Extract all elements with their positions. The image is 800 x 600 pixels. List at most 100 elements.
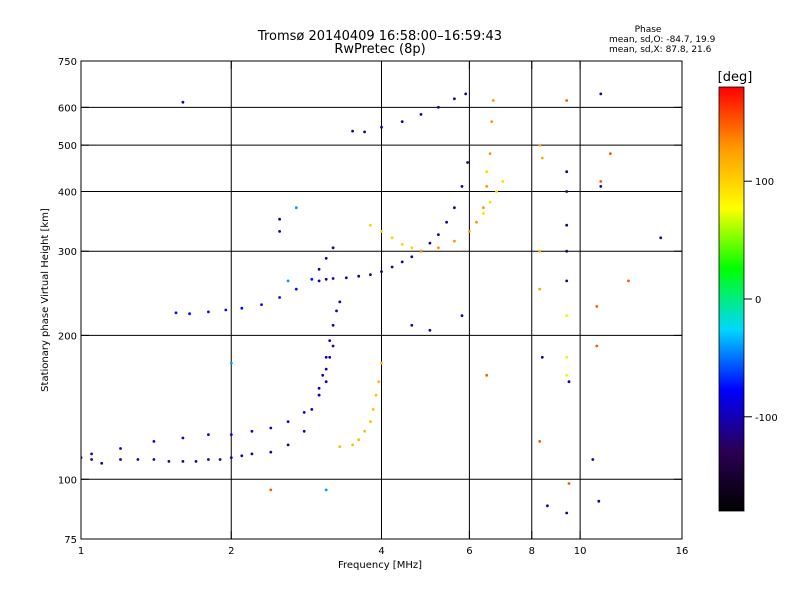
data-point xyxy=(357,274,361,278)
data-point xyxy=(310,408,314,411)
data-point xyxy=(597,499,601,503)
data-point xyxy=(546,504,549,508)
data-point xyxy=(659,236,663,240)
data-point xyxy=(400,120,404,123)
data-point xyxy=(152,440,156,443)
x-tick-label: 8 xyxy=(529,546,535,557)
data-point xyxy=(565,314,569,317)
data-point xyxy=(466,161,469,164)
data-point xyxy=(390,236,394,240)
data-point xyxy=(599,185,603,188)
data-point xyxy=(181,100,185,104)
data-point xyxy=(565,190,569,193)
data-point xyxy=(152,458,156,461)
data-point xyxy=(410,255,414,259)
data-point xyxy=(324,256,328,260)
data-point xyxy=(595,344,599,348)
data-point xyxy=(599,180,603,183)
data-point xyxy=(565,355,569,359)
data-point xyxy=(90,458,93,461)
data-point xyxy=(453,97,456,101)
grid-lines xyxy=(81,61,682,539)
data-point xyxy=(136,458,140,461)
data-point xyxy=(460,185,464,188)
data-point xyxy=(344,276,348,280)
y-tick-label: 400 xyxy=(58,187,77,198)
data-point xyxy=(207,433,210,436)
data-point xyxy=(229,361,233,365)
data-point xyxy=(538,249,542,253)
data-point xyxy=(595,305,599,308)
y-tick-label: 300 xyxy=(58,247,77,258)
y-tick-label: 600 xyxy=(58,103,77,114)
data-point xyxy=(400,260,404,264)
data-point xyxy=(338,300,342,304)
axis-ticks: 1 2 4 6 8 10 16 75 100 200 300 400 500 600 750 xyxy=(58,57,688,557)
data-point xyxy=(565,223,569,227)
data-point xyxy=(410,246,414,250)
data-point xyxy=(294,287,298,291)
data-point xyxy=(538,440,542,443)
data-point xyxy=(269,450,273,454)
data-point xyxy=(100,461,104,465)
chart-title: Tromsø 20140409 16:58:00–16:59:43 xyxy=(257,29,502,44)
x-tick-label: 4 xyxy=(378,546,384,557)
data-point xyxy=(377,380,381,384)
data-point xyxy=(240,306,244,310)
data-point xyxy=(475,220,478,224)
data-point xyxy=(278,230,281,233)
data-point xyxy=(591,458,595,461)
x-tick-label: 2 xyxy=(228,546,234,557)
data-point xyxy=(410,323,414,327)
data-point xyxy=(269,488,273,492)
data-point xyxy=(207,458,210,461)
data-point xyxy=(485,373,489,377)
data-point xyxy=(485,185,489,188)
data-point xyxy=(324,277,328,281)
data-point xyxy=(371,408,375,411)
data-point xyxy=(260,303,263,306)
colorbar-ticks: 100 0 -100 xyxy=(744,177,778,424)
data-point xyxy=(218,458,222,461)
data-point xyxy=(188,312,192,316)
data-point xyxy=(335,309,338,313)
x-tick-label: 10 xyxy=(574,546,587,557)
data-point xyxy=(540,156,544,160)
data-point xyxy=(540,355,544,359)
x-axis-label: Frequency [MHz] xyxy=(338,560,422,571)
data-point xyxy=(380,270,383,273)
data-point xyxy=(286,443,290,447)
data-point xyxy=(482,206,485,210)
data-point xyxy=(453,206,456,210)
stats-line-o: mean, sd,O: -84.7, 19.9 xyxy=(609,35,716,45)
data-point xyxy=(565,373,569,377)
data-point xyxy=(286,420,290,423)
data-point xyxy=(119,458,122,461)
data-point xyxy=(324,367,328,371)
data-point xyxy=(437,246,440,250)
data-point xyxy=(331,246,335,250)
data-point xyxy=(317,386,321,390)
data-point xyxy=(338,445,342,449)
data-point xyxy=(488,200,492,204)
data-point xyxy=(317,393,321,397)
data-point xyxy=(174,311,178,315)
data-point xyxy=(565,511,569,515)
data-point xyxy=(331,277,335,280)
data-point xyxy=(488,152,492,156)
data-point xyxy=(167,460,171,463)
data-point xyxy=(437,233,440,237)
data-point xyxy=(302,429,306,433)
data-point xyxy=(495,190,498,193)
data-point xyxy=(224,308,228,312)
data-point xyxy=(310,277,314,281)
data-point xyxy=(278,217,281,221)
data-point xyxy=(331,344,335,348)
data-point xyxy=(419,249,423,253)
stats-heading: Phase xyxy=(635,25,662,35)
data-point xyxy=(538,143,542,147)
data-point xyxy=(328,339,332,342)
data-point xyxy=(491,99,495,102)
data-point xyxy=(90,452,93,456)
data-point xyxy=(501,180,505,183)
